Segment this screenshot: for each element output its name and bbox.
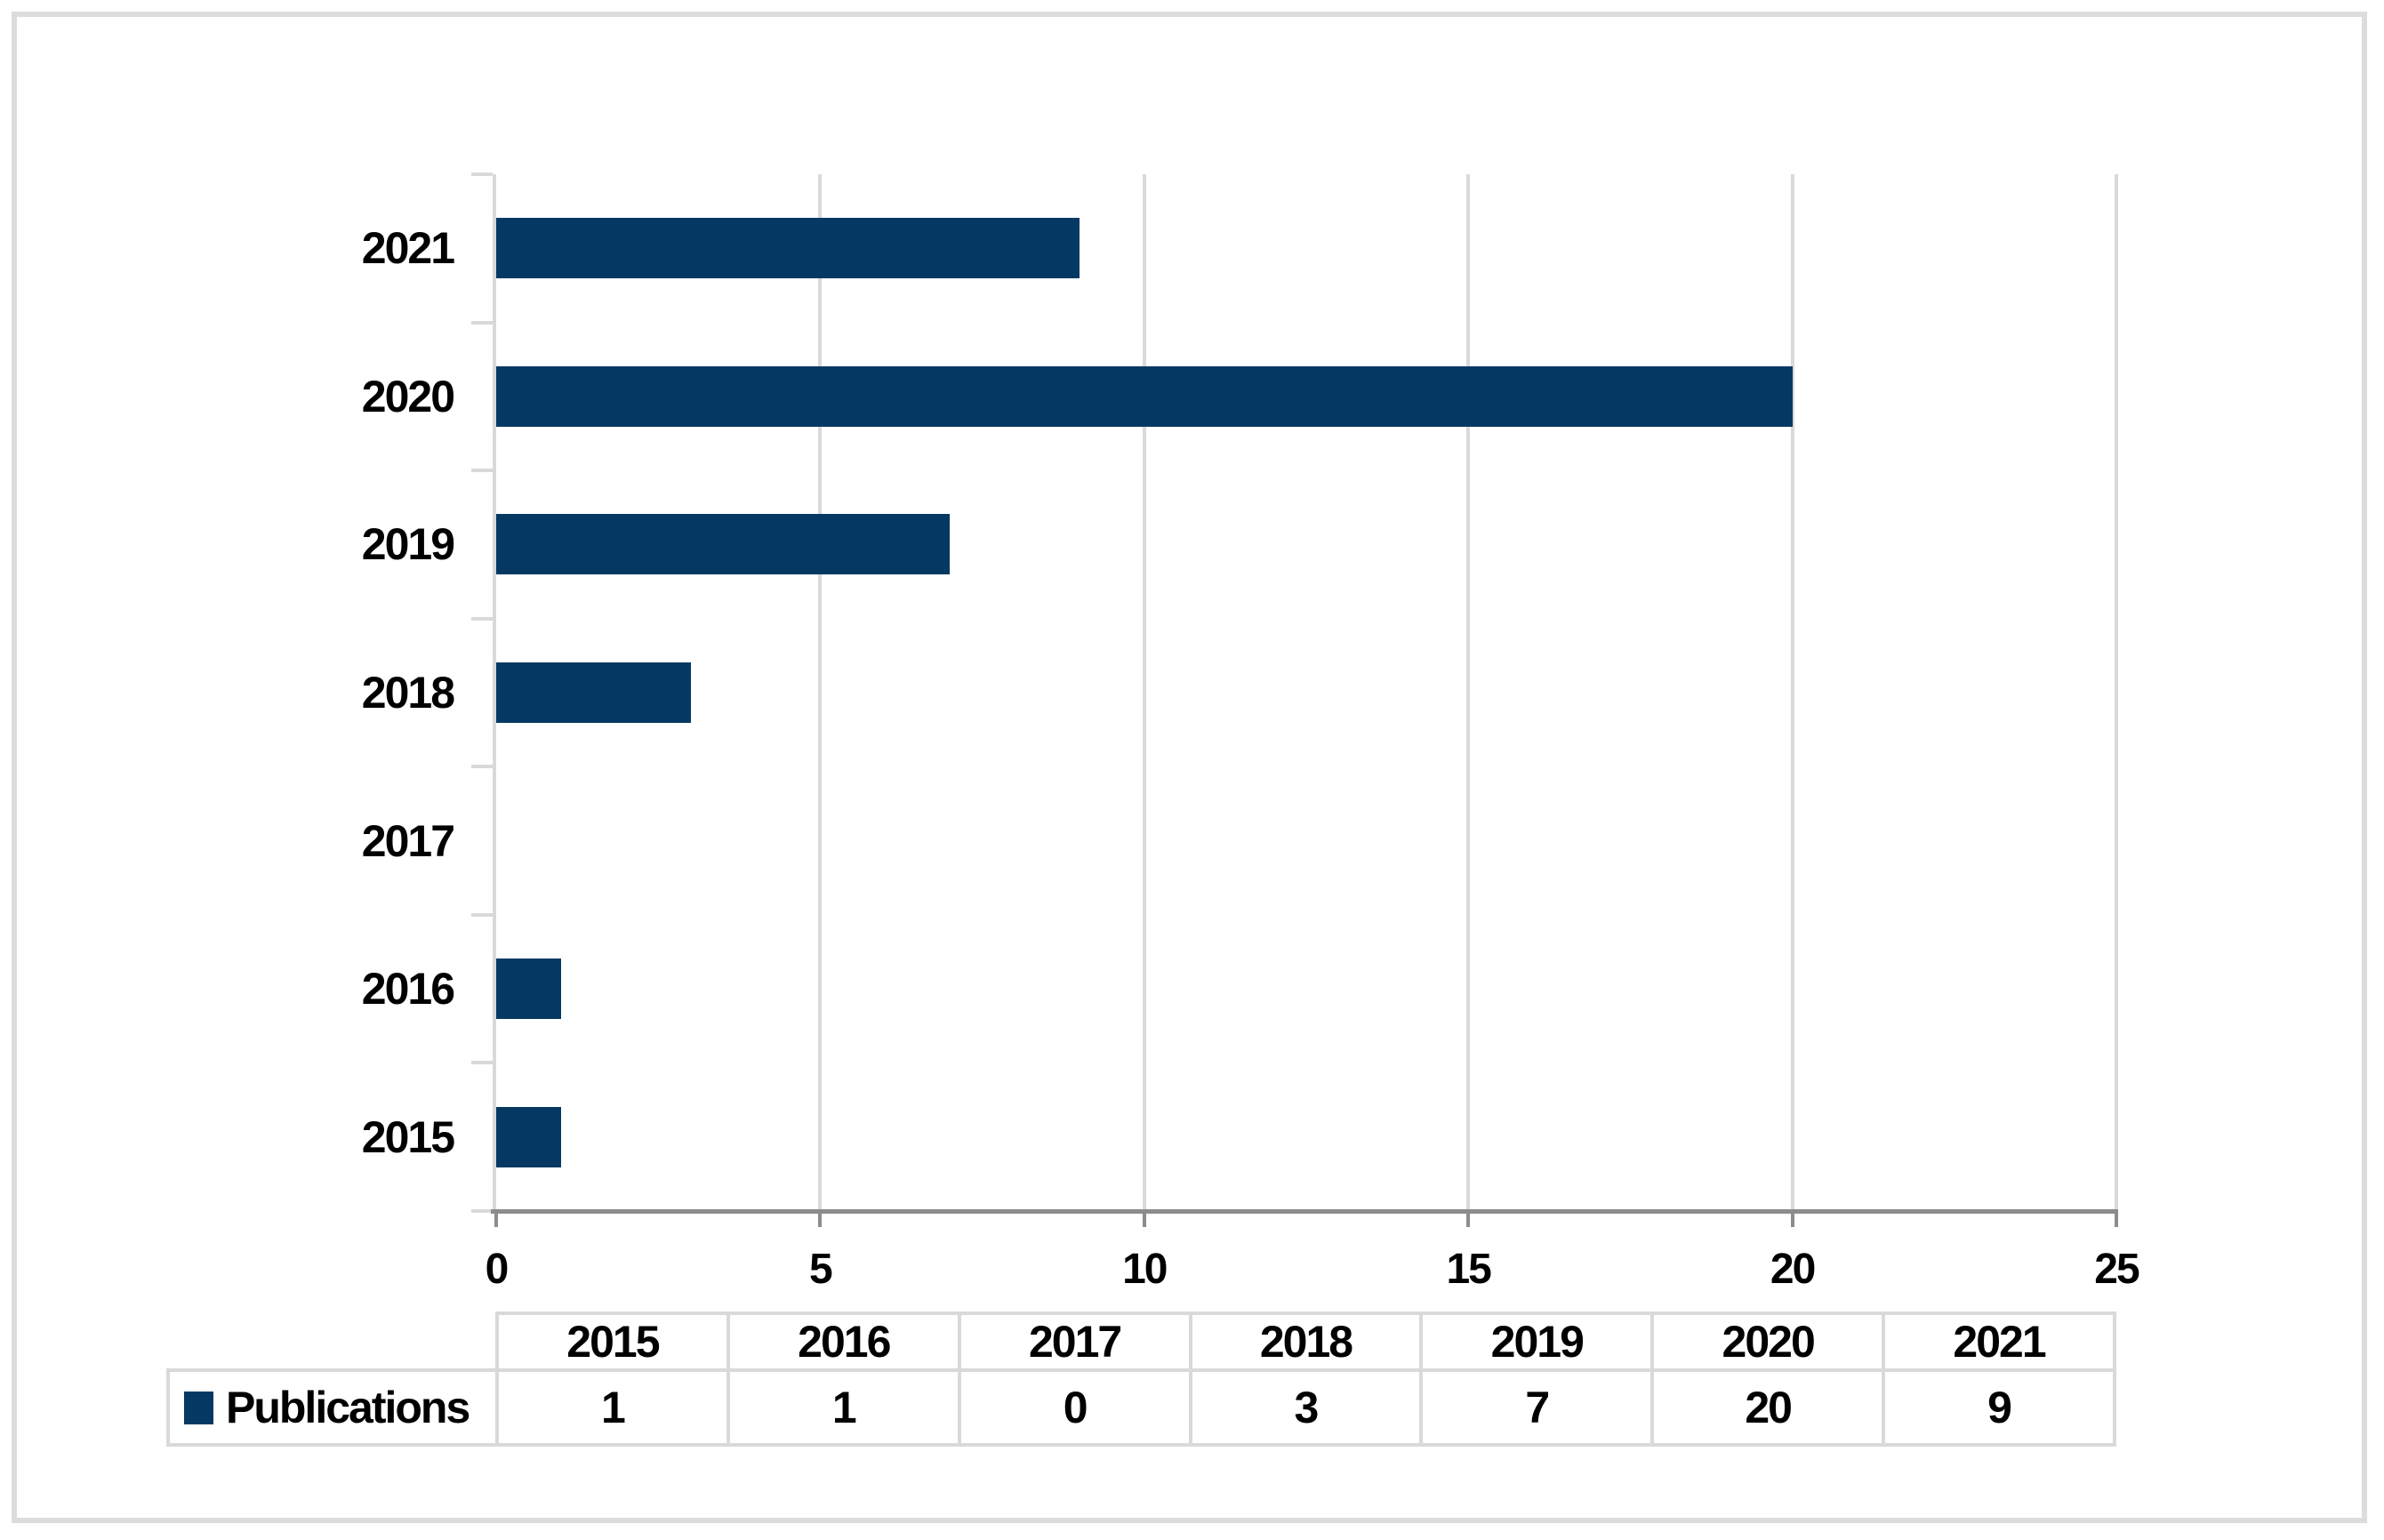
- y-axis-tick-4: [471, 765, 493, 769]
- table-header-2019: 2019: [1419, 1311, 1655, 1372]
- table-header-2016: 2016: [726, 1311, 961, 1372]
- bar-2020: [496, 365, 1793, 427]
- table-value-2018: 3: [1188, 1368, 1424, 1447]
- x-tick-label-10: 10: [1122, 1246, 1168, 1293]
- table-header-2021: 2021: [1882, 1311, 2116, 1372]
- category-label-2019: 2019: [361, 519, 455, 570]
- x-axis-tick-10: [1142, 1211, 1146, 1227]
- y-axis-tick-0: [471, 172, 493, 176]
- gridline-25: [2115, 174, 2118, 1211]
- x-axis-tick-20: [1790, 1211, 1794, 1227]
- x-axis-line: [491, 1209, 2118, 1214]
- category-label-2018: 2018: [361, 667, 455, 718]
- y-axis-tick-7: [471, 1209, 493, 1213]
- x-tick-label-15: 15: [1446, 1246, 1491, 1293]
- x-axis-tick-5: [818, 1211, 823, 1227]
- x-tick-label-20: 20: [1770, 1246, 1816, 1293]
- table-value-2016: 1: [726, 1368, 961, 1447]
- x-axis-tick-15: [1466, 1211, 1471, 1227]
- gridline-5: [818, 174, 823, 1211]
- legend-cell: Publications: [166, 1368, 499, 1447]
- category-label-2016: 2016: [361, 964, 455, 1015]
- category-label-2017: 2017: [361, 815, 455, 866]
- legend-key-icon: [184, 1391, 213, 1424]
- y-axis-tick-1: [471, 320, 493, 325]
- y-axis-tick-5: [471, 912, 493, 917]
- category-label-2015: 2015: [361, 1111, 455, 1162]
- x-axis-tick-25: [2115, 1211, 2118, 1227]
- x-tick-label-5: 5: [809, 1246, 833, 1293]
- gridline-15: [1466, 174, 1471, 1211]
- bar-2021: [496, 218, 1080, 279]
- bar-2015: [496, 1106, 561, 1167]
- category-label-2021: 2021: [361, 223, 455, 274]
- table-header-2017: 2017: [957, 1311, 1192, 1372]
- table-value-2020: 20: [1650, 1368, 1886, 1447]
- y-axis-tick-6: [471, 1061, 493, 1065]
- table-header-2018: 2018: [1188, 1311, 1424, 1372]
- bar-2019: [496, 514, 951, 575]
- y-axis-tick-2: [471, 469, 493, 473]
- table-header-2020: 2020: [1650, 1311, 1886, 1372]
- x-tick-label-0: 0: [485, 1246, 510, 1293]
- table-value-2019: 7: [1419, 1368, 1655, 1447]
- data-table: 2015 2016 2017 2018 2019 2020 2021 Publication…: [166, 1311, 2116, 1447]
- category-label-2020: 2020: [361, 371, 455, 421]
- table-value-2021: 9: [1882, 1368, 2116, 1447]
- table-value-2017: 0: [957, 1368, 1192, 1447]
- x-axis-tick-0: [494, 1211, 498, 1227]
- gridline-10: [1142, 174, 1146, 1211]
- bar-2016: [496, 958, 561, 1020]
- table-header-row: 2015 2016 2017 2018 2019 2020 2021: [168, 1311, 2116, 1372]
- chart-outer-border: [12, 12, 2367, 1523]
- table-value-row: Publications 1 1 0 3 7 20 9: [166, 1368, 2116, 1447]
- table-header-2015: 2015: [495, 1311, 730, 1372]
- legend-label: Publications: [226, 1383, 470, 1432]
- y-axis-line: [493, 174, 496, 1211]
- x-tick-label-25: 25: [2094, 1246, 2139, 1293]
- table-corner-spacer: [168, 1313, 497, 1370]
- gridline-20: [1790, 174, 1794, 1211]
- bar-2018: [496, 662, 691, 723]
- table-value-2015: 1: [495, 1368, 730, 1447]
- y-axis-tick-3: [471, 616, 493, 621]
